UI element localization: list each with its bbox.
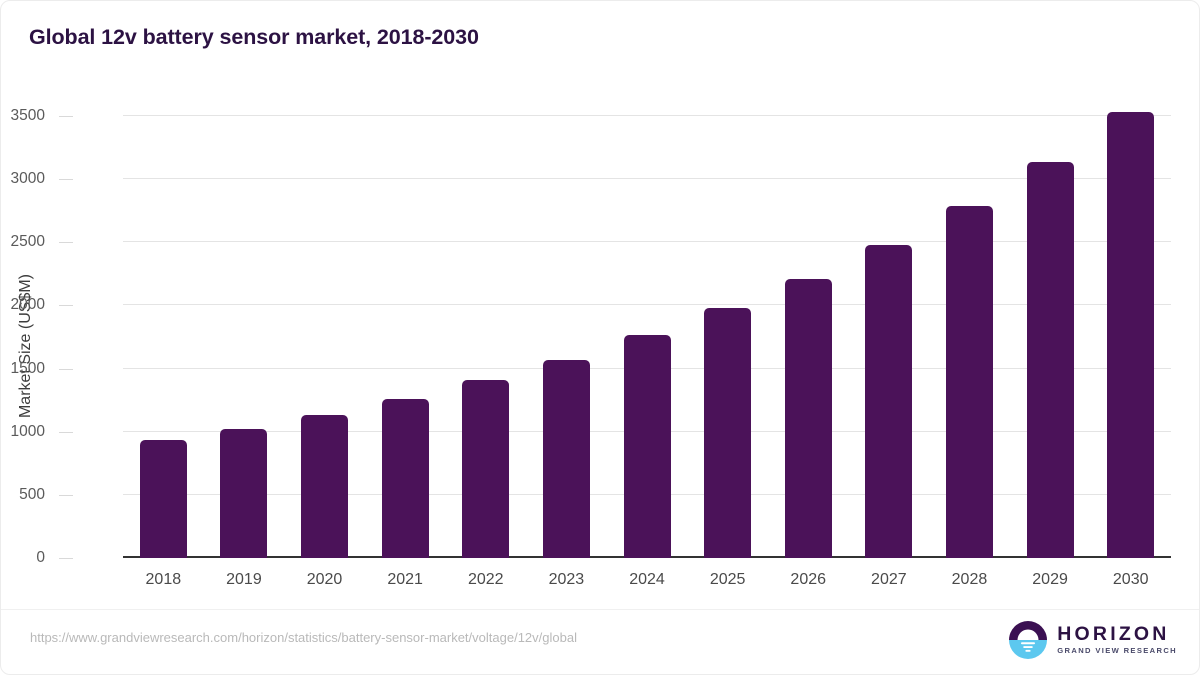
bar-2029[interactable] <box>1026 161 1074 558</box>
y-axis: Market Size (US$M) 0 500 1000 1500 2000 2500 3… <box>1 1 123 674</box>
bar-2022[interactable] <box>462 380 510 558</box>
x-axis-tick-label: 2019 <box>226 571 262 588</box>
y-axis-tick-mark <box>59 368 73 370</box>
horizon-logo[interactable]: HORIZON GRAND VIEW RESEARCH <box>1008 619 1177 661</box>
bar-series <box>123 112 1171 558</box>
x-axis-tick-label: 2027 <box>871 571 907 588</box>
x-axis-tick-label: 2026 <box>790 571 827 588</box>
y-axis-tick-label: 2000 <box>10 296 45 314</box>
bar-2030[interactable] <box>1107 112 1155 558</box>
logo-tagline: GRAND VIEW RESEARCH <box>1057 646 1177 656</box>
bar-2028[interactable] <box>945 205 993 558</box>
footer-divider <box>1 609 1199 610</box>
y-axis-tick-mark <box>59 116 73 117</box>
bar-2027[interactable] <box>865 244 913 558</box>
y-axis-tick-label: 1500 <box>10 359 45 377</box>
bar-2025[interactable] <box>704 308 752 558</box>
bar-2020[interactable] <box>301 414 349 558</box>
horizon-logo-icon <box>1009 621 1048 659</box>
bar-2026[interactable] <box>784 278 832 558</box>
y-axis-tick-label: 0 <box>36 549 45 566</box>
gridline <box>123 115 1171 116</box>
bar-2024[interactable] <box>623 335 671 558</box>
page-title: Global 12v battery sensor market, 2018-2… <box>29 25 479 49</box>
gridline <box>123 178 1171 180</box>
x-axis-tick-label: 2018 <box>145 571 182 588</box>
x-axis-tick-label: 2024 <box>629 571 665 588</box>
y-axis-tick-mark <box>59 242 73 244</box>
y-axis-tick-mark <box>59 558 73 559</box>
y-axis-tick-label: 500 <box>19 485 45 503</box>
source-url[interactable]: https://www.grandviewresearch.com/horizo… <box>30 630 577 645</box>
gridline <box>123 241 1171 243</box>
horizon-logo-text: HORIZON GRAND VIEW RESEARCH <box>1057 622 1177 656</box>
bar-2021[interactable] <box>381 398 429 558</box>
x-axis-tick-label: 2029 <box>1032 571 1068 588</box>
bar-2019[interactable] <box>220 429 268 558</box>
gridline <box>123 304 1171 306</box>
x-axis: 2018 2019 2020 2021 2022 2023 2024 2025 2026 2027… <box>123 571 1171 597</box>
y-axis-tick-label: 1000 <box>10 422 45 440</box>
y-axis-tick-label: 3000 <box>10 170 45 188</box>
plot-area <box>123 112 1171 558</box>
y-axis-tick-mark <box>59 305 73 307</box>
y-axis-tick-mark <box>59 494 73 496</box>
x-axis-tick-label: 2025 <box>709 571 746 588</box>
bar-2018[interactable] <box>139 440 187 558</box>
x-axis-tick-label: 2021 <box>387 571 423 588</box>
x-axis-tick-label: 2020 <box>306 571 343 588</box>
y-axis-tick-label: 3500 <box>10 107 45 124</box>
x-axis-tick-label: 2030 <box>1112 571 1149 588</box>
x-axis-tick-label: 2022 <box>467 571 504 588</box>
x-axis-tick-label: 2023 <box>548 571 585 588</box>
y-axis-tick-mark <box>59 431 73 433</box>
logo-wordmark: HORIZON <box>1057 622 1170 645</box>
x-axis-tick-label: 2028 <box>951 571 988 588</box>
bar-2023[interactable] <box>542 359 590 558</box>
y-axis-tick-label: 2500 <box>10 233 45 251</box>
y-axis-tick-mark <box>59 179 73 181</box>
